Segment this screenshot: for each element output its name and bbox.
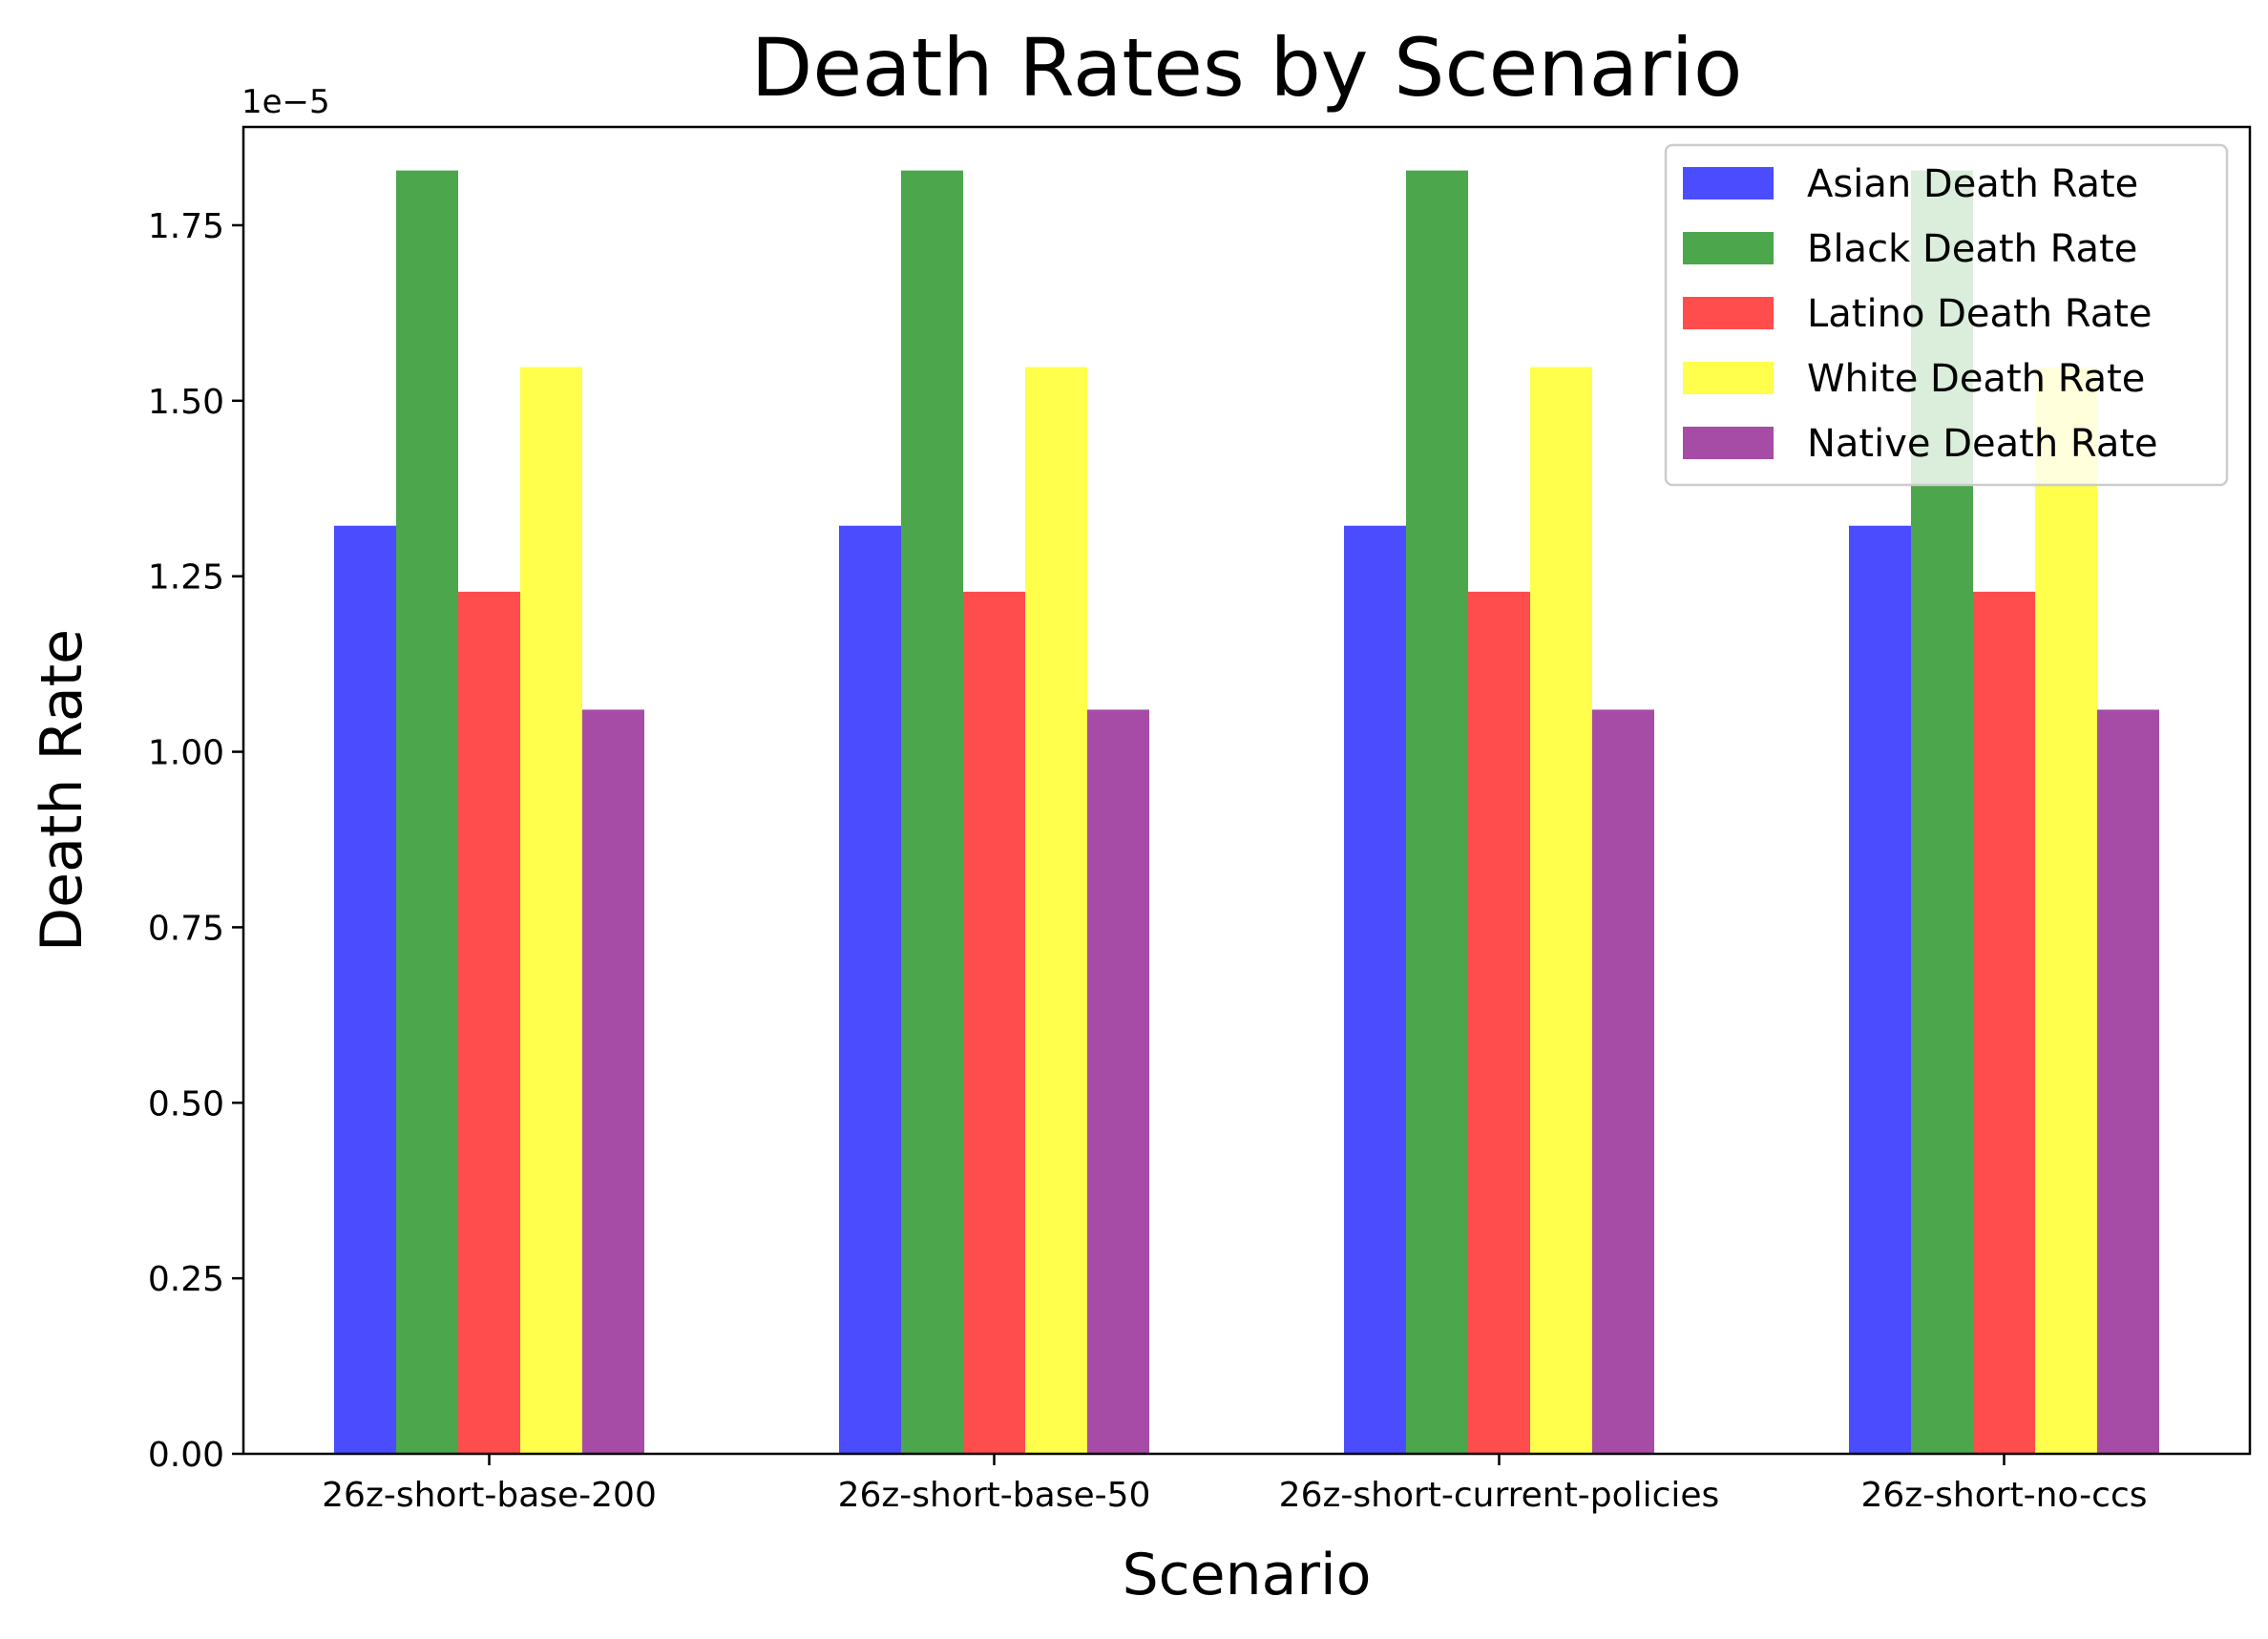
- legend-swatch: [1683, 167, 1774, 200]
- legend-swatch: [1683, 427, 1774, 459]
- y-offset-label: 1e−5: [242, 83, 330, 121]
- bar-2-5: [1087, 709, 1149, 1454]
- legend-label: Native Death Rate: [1807, 422, 2158, 466]
- legend-label: Asian Death Rate: [1807, 162, 2138, 206]
- x-axis-label: Scenario: [1123, 1542, 1372, 1608]
- bar-1-5: [582, 709, 644, 1454]
- bar-2-3: [963, 591, 1025, 1454]
- y-tick-label: 1.75: [148, 207, 224, 246]
- y-tick-label: 0.50: [148, 1084, 224, 1124]
- bar-1-2: [396, 170, 458, 1454]
- bars: [334, 170, 2159, 1454]
- bar-1-1: [334, 525, 396, 1454]
- y-tick-label: 0.75: [148, 909, 224, 948]
- legend-swatch: [1683, 362, 1774, 394]
- y-axis-label: Death Rate: [29, 629, 95, 952]
- legend-label: Black Death Rate: [1807, 227, 2137, 271]
- bar-4-5: [2097, 709, 2159, 1454]
- bar-1-4: [520, 367, 582, 1454]
- chart-title: Death Rates by Scenario: [751, 21, 1743, 115]
- plot-frame: [242, 125, 2252, 1456]
- legend: Asian Death Rate Black Death Rate Latino D…: [1664, 143, 2229, 487]
- x-tick-label: 26z-short-base-200: [322, 1476, 657, 1515]
- legend-swatch: [1683, 232, 1774, 264]
- bar-3-1: [1344, 525, 1406, 1454]
- legend-swatch: [1683, 297, 1774, 329]
- y-ticks: 0.00 0.25 0.50 0.75 1.00 1.25 1.50 1.75: [148, 207, 243, 1475]
- bar-2-4: [1025, 367, 1087, 1454]
- y-tick-label: 0.00: [148, 1436, 224, 1475]
- legend-box: [1664, 143, 2229, 487]
- legend-label: White Death Rate: [1807, 357, 2145, 401]
- bar-2-2: [901, 170, 963, 1454]
- x-tick-label: 26z-short-base-50: [838, 1476, 1151, 1515]
- bar-3-2: [1406, 170, 1468, 1454]
- x-tick-label: 26z-short-current-policies: [1279, 1476, 1720, 1515]
- y-tick-label: 1.25: [148, 558, 224, 598]
- bar-4-1: [1849, 525, 1911, 1454]
- legend-label: Latino Death Rate: [1807, 292, 2152, 336]
- y-tick-label: 0.25: [148, 1260, 224, 1299]
- bar-3-3: [1468, 591, 1530, 1454]
- y-tick-label: 1.50: [148, 383, 224, 422]
- bar-3-5: [1592, 709, 1654, 1454]
- bar-4-3: [1973, 591, 2035, 1454]
- x-tick-label: 26z-short-no-ccs: [1860, 1476, 2147, 1515]
- bar-3-4: [1530, 367, 1592, 1454]
- bar-1-3: [458, 591, 520, 1454]
- bar-4-4: [2035, 367, 2097, 1454]
- y-tick-label: 1.00: [148, 734, 224, 773]
- x-ticks: 26z-short-base-200 26z-short-base-50 26z-s…: [322, 1454, 2148, 1515]
- bar-2-1: [839, 525, 901, 1454]
